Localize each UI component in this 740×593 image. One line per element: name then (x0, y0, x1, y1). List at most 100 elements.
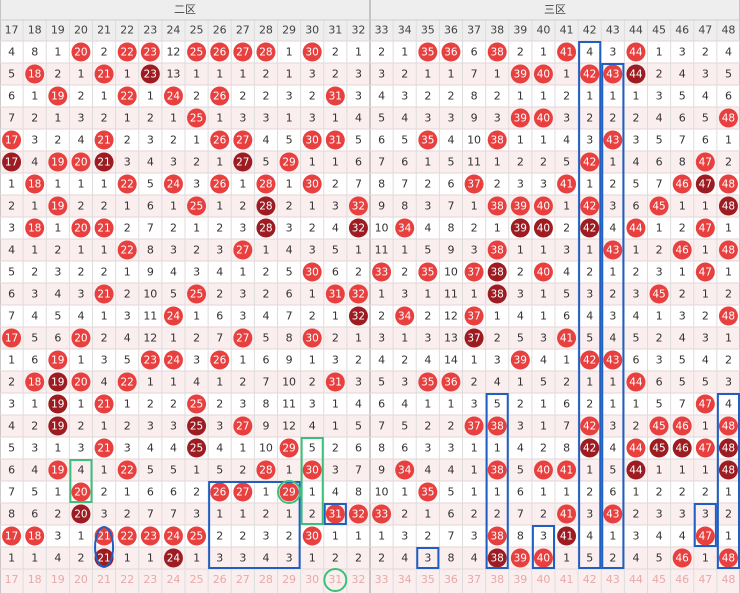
miss-count: 1 (124, 68, 131, 81)
miss-count: 7 (8, 310, 15, 323)
miss-count: 1 (31, 398, 38, 411)
footer-number: 29 (282, 573, 296, 586)
ball-number: 48 (722, 201, 735, 213)
footer-number: 40 (536, 573, 550, 586)
miss-count: 5 (609, 464, 616, 477)
miss-count: 1 (31, 200, 38, 213)
miss-count: 1 (355, 332, 362, 345)
ball (372, 262, 392, 282)
ball-number: 42 (583, 355, 596, 367)
ball (533, 108, 553, 128)
miss-count: 1 (679, 200, 686, 213)
miss-count: 3 (632, 288, 639, 301)
miss-count: 4 (54, 288, 61, 301)
ball-number: 47 (699, 443, 712, 455)
miss-count: 3 (679, 508, 686, 521)
miss-count: 3 (725, 376, 732, 389)
miss-count: 4 (702, 354, 709, 367)
miss-count: 3 (540, 332, 547, 345)
ball-number: 42 (583, 69, 596, 81)
miss-count: 1 (193, 464, 200, 477)
miss-count: 9 (447, 244, 454, 257)
ball (487, 262, 507, 282)
ball (487, 42, 507, 62)
ball (418, 262, 438, 282)
miss-count: 1 (124, 266, 131, 279)
miss-count: 2 (563, 90, 570, 103)
ball (533, 218, 553, 238)
ball-number: 24 (167, 311, 181, 323)
miss-count: 3 (309, 112, 316, 125)
ball-number: 44 (629, 69, 643, 81)
footer-number: 28 (259, 573, 273, 586)
column-number: 35 (421, 24, 435, 37)
miss-count: 1 (309, 552, 316, 565)
miss-count: 14 (444, 354, 458, 367)
miss-count: 2 (447, 420, 454, 433)
miss-count: 8 (378, 178, 385, 191)
miss-count: 6 (147, 486, 154, 499)
ball-number: 19 (51, 157, 64, 169)
ball-number: 42 (583, 443, 596, 455)
miss-count: 1 (424, 398, 431, 411)
miss-count: 2 (563, 376, 570, 389)
footer-number: 20 (74, 573, 88, 586)
ball (163, 350, 183, 370)
miss-count: 5 (170, 288, 177, 301)
ball-number: 32 (352, 509, 365, 521)
miss-count: 3 (355, 68, 362, 81)
ball-number: 26 (213, 91, 227, 103)
miss-count: 4 (609, 222, 616, 235)
miss-count: 1 (54, 222, 61, 235)
ball-number: 21 (97, 223, 110, 235)
ball-number: 47 (699, 267, 712, 279)
miss-count: 5 (147, 178, 154, 191)
miss-count: 1 (656, 310, 663, 323)
miss-count: 1 (517, 376, 524, 389)
miss-count: 2 (193, 332, 200, 345)
annotation-box (531, 525, 555, 569)
ball-number: 30 (306, 531, 319, 543)
miss-count: 5 (447, 156, 454, 169)
miss-count: 3 (632, 530, 639, 543)
miss-count: 4 (378, 90, 385, 103)
ball (348, 284, 368, 304)
miss-count: 2 (332, 46, 339, 59)
ball (163, 548, 183, 568)
miss-count: 2 (401, 68, 408, 81)
miss-count: 4 (124, 332, 131, 345)
miss-count: 1 (309, 156, 316, 169)
miss-count: 1 (563, 68, 570, 81)
ball (487, 416, 507, 436)
annotation-box (578, 41, 602, 569)
ball-number: 22 (121, 531, 134, 543)
miss-count: 4 (563, 134, 570, 147)
ball-number: 24 (167, 179, 181, 191)
miss-count: 2 (332, 178, 339, 191)
ball-number: 18 (28, 531, 41, 543)
column-number: 39 (513, 24, 527, 37)
ball (94, 152, 114, 172)
miss-count: 1 (286, 178, 293, 191)
ball-number: 24 (167, 91, 181, 103)
miss-count: 5 (447, 486, 454, 499)
miss-count: 1 (586, 178, 593, 191)
miss-count: 2 (471, 508, 478, 521)
column-number: 36 (444, 24, 458, 37)
miss-count: 2 (216, 398, 223, 411)
ball-number: 39 (514, 113, 527, 125)
ball-number: 27 (236, 333, 249, 345)
ball (94, 64, 114, 84)
miss-count: 2 (632, 266, 639, 279)
miss-count: 3 (309, 398, 316, 411)
ball (163, 174, 183, 194)
column-number: 30 (305, 24, 319, 37)
miss-count: 3 (54, 266, 61, 279)
ball-number: 34 (398, 223, 412, 235)
column-number: 42 (583, 24, 597, 37)
miss-count: 3 (193, 266, 200, 279)
miss-count: 2 (77, 552, 84, 565)
miss-count: 1 (170, 112, 177, 125)
miss-count: 1 (332, 156, 339, 169)
ball (163, 86, 183, 106)
